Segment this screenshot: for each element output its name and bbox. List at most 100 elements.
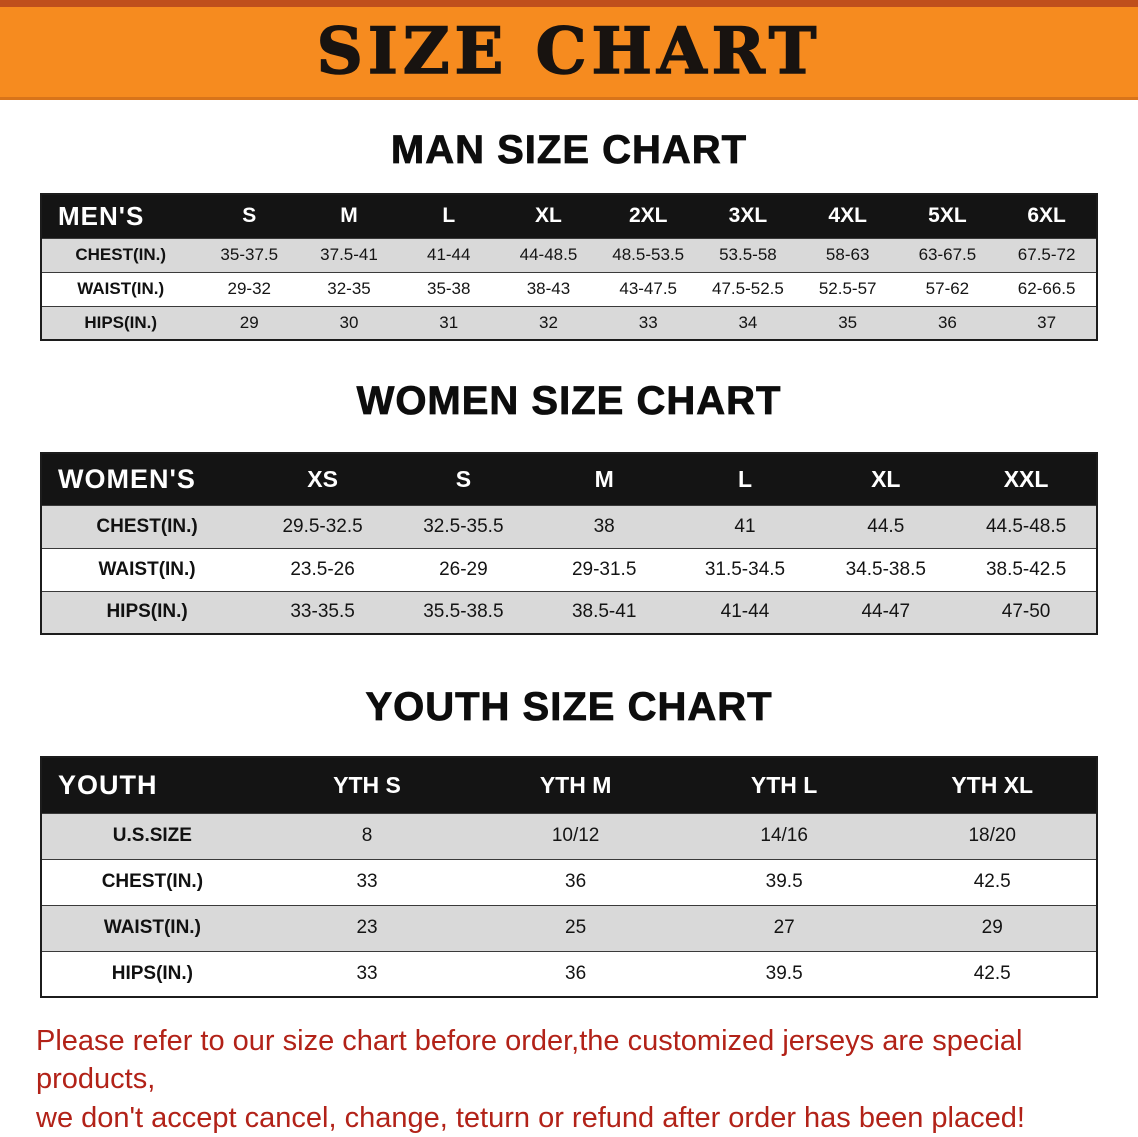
men-size-table: MEN'S S M L XL 2XL 3XL 4XL 5XL 6XL CHEST(IN.) 35-3… <box>40 193 1098 341</box>
measurement-row: U.S.SIZE 8 10/12 14/16 18/20 <box>41 813 1097 859</box>
size-value-cell: 36 <box>565 962 587 984</box>
size-value-cell: 48.5-53.5 <box>612 245 685 264</box>
title-banner: SIZE CHART <box>0 0 1138 100</box>
row-label: HIPS(IN.) <box>111 962 194 984</box>
row-label: WAIST(IN.) <box>77 279 165 298</box>
women-size-table: WOMEN'S XS S M L XL XXL CHEST(IN.) 29.5-32.5 32.… <box>40 452 1098 635</box>
row-label: CHEST(IN.) <box>101 871 204 892</box>
size-column-header: 2XL <box>628 204 668 228</box>
size-value-cell: 25 <box>565 917 587 938</box>
size-column-header: 4XL <box>828 204 867 228</box>
size-value-cell: 32-35 <box>327 279 371 298</box>
measurement-row: CHEST(IN.) 33 36 39.5 42.5 <box>41 859 1097 905</box>
table-corner-label: MEN'S <box>58 200 145 231</box>
size-column-header: L <box>442 204 456 228</box>
size-value-cell: 38-43 <box>526 279 571 298</box>
size-value-cell: 33-35.5 <box>290 601 355 623</box>
size-value-cell: 42.5 <box>973 962 1011 984</box>
size-value-cell: 31.5-34.5 <box>704 558 786 580</box>
size-column-header: XS <box>307 465 338 492</box>
size-value-cell: 35 <box>838 312 858 332</box>
size-column-header: XL <box>535 204 562 228</box>
size-value-cell: 57-62 <box>925 279 970 298</box>
measurement-row: HIPS(IN.) 29 30 31 32 33 34 35 36 37 <box>41 306 1097 340</box>
size-column-header: 6XL <box>1027 204 1066 228</box>
row-label: WAIST(IN.) <box>98 558 196 580</box>
measurement-row: HIPS(IN.) 33-35.5 35.5-38.5 38.5-41 41-44 44-… <box>41 591 1097 634</box>
notice-line-1: Please refer to our size chart before or… <box>36 1025 1023 1096</box>
row-label: CHEST(IN.) <box>96 515 198 537</box>
size-value-cell: 29 <box>981 917 1003 938</box>
youth-section-heading: YOUTH SIZE CHART <box>365 685 773 730</box>
size-value-cell: 18/20 <box>968 825 1016 846</box>
size-value-cell: 37 <box>1037 312 1057 332</box>
page-title: SIZE CHART <box>316 14 822 89</box>
size-value-cell: 63-67.5 <box>918 245 977 264</box>
size-value-cell: 42.5 <box>973 871 1011 892</box>
size-value-cell: 37.5-41 <box>320 245 378 264</box>
measurement-row: WAIST(IN.) 23 25 27 29 <box>41 905 1097 951</box>
size-value-cell: 8 <box>361 825 373 846</box>
size-value-cell: 67.5-72 <box>1017 245 1076 264</box>
size-column-header: YTH L <box>750 771 818 798</box>
row-label: HIPS(IN.) <box>106 601 188 623</box>
size-value-cell: 36 <box>937 312 957 332</box>
size-column-header: YTH XL <box>951 771 1034 798</box>
size-column-header: S <box>242 204 257 228</box>
size-value-cell: 41-44 <box>426 245 471 264</box>
size-value-cell: 31 <box>439 312 459 332</box>
size-column-header: L <box>737 465 752 492</box>
size-value-cell: 43-47.5 <box>619 279 678 298</box>
size-column-header: S <box>455 465 472 492</box>
size-value-cell: 23 <box>356 917 378 938</box>
men-table-header-row: MEN'S S M L XL 2XL 3XL 4XL 5XL 6XL <box>41 194 1097 238</box>
row-label: HIPS(IN.) <box>84 312 158 332</box>
size-value-cell: 10/12 <box>551 825 600 846</box>
size-value-cell: 39.5 <box>765 871 803 892</box>
order-notice: Please refer to our size chart before or… <box>0 1022 1138 1137</box>
size-column-header: XXL <box>1003 465 1049 492</box>
size-column-header: YTH S <box>333 771 401 798</box>
row-label: U.S.SIZE <box>112 825 192 846</box>
size-value-cell: 29-32 <box>227 279 271 298</box>
size-value-cell: 47-50 <box>1001 601 1051 623</box>
size-value-cell: 33 <box>356 962 378 984</box>
size-value-cell: 35-37.5 <box>220 245 279 264</box>
size-value-cell: 23.5-26 <box>290 558 355 580</box>
measurement-row: CHEST(IN.) 35-37.5 37.5-41 41-44 44-48.5 48.5… <box>41 238 1097 272</box>
measurement-row: WAIST(IN.) 29-32 32-35 35-38 38-43 43-47.5 47.… <box>41 272 1097 306</box>
women-section-heading: WOMEN SIZE CHART <box>356 379 782 424</box>
size-column-header: XL <box>871 465 901 492</box>
size-value-cell: 58-63 <box>825 245 870 264</box>
men-size-section: MAN SIZE CHART MEN'S S M L XL 2XL 3XL 4XL 5XL 6XL… <box>0 128 1138 341</box>
size-value-cell: 62-66.5 <box>1017 279 1076 298</box>
size-value-cell: 41-44 <box>720 601 770 623</box>
size-value-cell: 32 <box>539 312 558 332</box>
size-value-cell: 29-31.5 <box>571 558 637 580</box>
size-value-cell: 26-29 <box>439 558 488 580</box>
size-column-header: YTH M <box>539 771 612 798</box>
size-value-cell: 33 <box>638 312 658 332</box>
measurement-row: HIPS(IN.) 33 36 39.5 42.5 <box>41 951 1097 997</box>
size-value-cell: 34.5-38.5 <box>845 558 926 580</box>
size-value-cell: 39.5 <box>765 962 803 984</box>
size-value-cell: 44.5 <box>867 515 905 537</box>
size-value-cell: 38.5-42.5 <box>985 558 1067 580</box>
women-table-header-row: WOMEN'S XS S M L XL XXL <box>41 453 1097 505</box>
size-value-cell: 29 <box>239 312 259 332</box>
size-column-header: 3XL <box>728 204 768 228</box>
size-value-cell: 47.5-52.5 <box>712 279 784 298</box>
size-value-cell: 35-38 <box>426 279 471 298</box>
size-value-cell: 29.5-32.5 <box>282 515 363 537</box>
size-value-cell: 34 <box>738 312 758 332</box>
size-value-cell: 44-47 <box>861 601 911 623</box>
table-corner-label: WOMEN'S <box>58 463 196 494</box>
women-size-section: WOMEN SIZE CHART WOMEN'S XS S M L XL XXL CHEST… <box>0 379 1138 635</box>
youth-table-header-row: YOUTH YTH S YTH M YTH L YTH XL <box>41 757 1097 813</box>
size-column-header: 5XL <box>928 204 967 228</box>
men-section-heading: MAN SIZE CHART <box>390 128 748 173</box>
row-label: CHEST(IN.) <box>75 245 167 264</box>
size-value-cell: 52.5-57 <box>818 279 877 298</box>
size-value-cell: 41 <box>734 515 756 537</box>
